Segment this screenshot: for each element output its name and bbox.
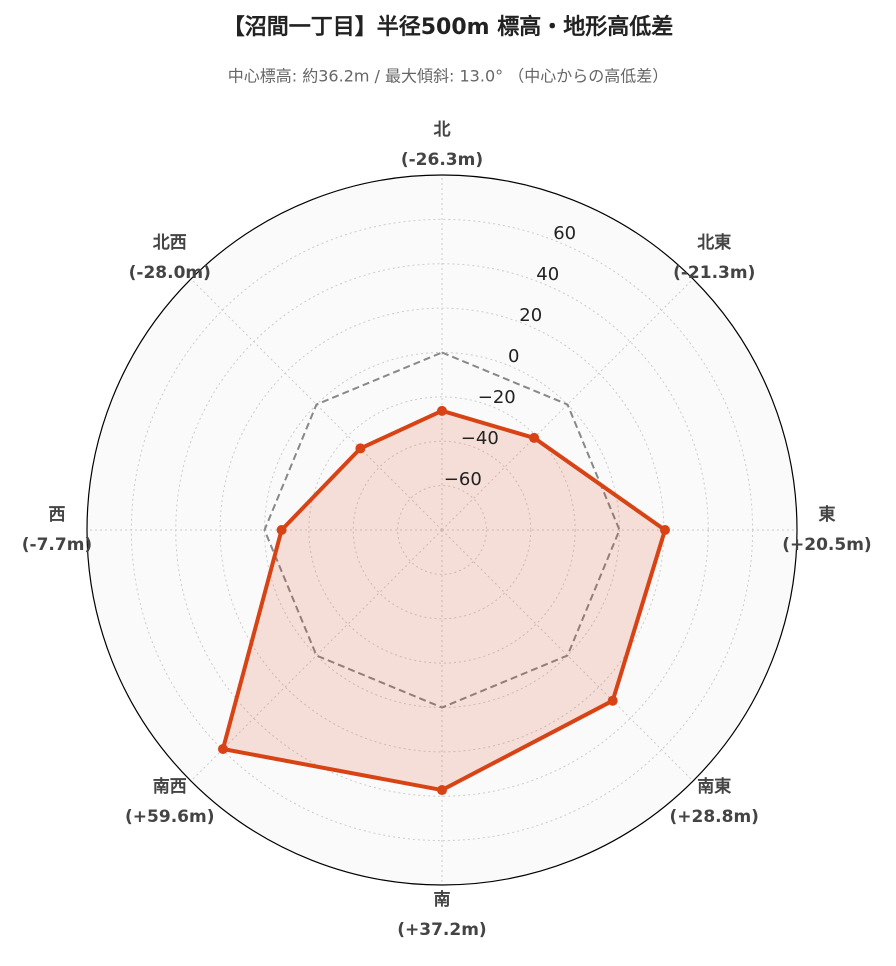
category-label: 北 bbox=[434, 120, 451, 140]
r-tick-label: −20 bbox=[478, 387, 516, 408]
spoke bbox=[190, 529, 443, 782]
spoke bbox=[441, 529, 694, 782]
r-tick-label: 20 bbox=[519, 305, 542, 326]
value-label: (-26.3m) bbox=[401, 150, 483, 170]
r-tick-label: 60 bbox=[553, 223, 576, 244]
category-label: 南東 bbox=[697, 776, 731, 797]
r-tick-label: 0 bbox=[508, 346, 519, 367]
data-point bbox=[437, 405, 447, 416]
category-label: 西 bbox=[49, 505, 66, 525]
chart-title: 【沼間一丁目】半径500m 標高・地形高低差 bbox=[223, 14, 674, 40]
data-point bbox=[529, 432, 540, 443]
reference-line bbox=[263, 351, 621, 709]
r-tick-label: −40 bbox=[461, 428, 499, 449]
chart-subtitle: 中心標高: 約36.2m / 最大傾斜: 13.0° （中心からの高低差） bbox=[228, 67, 668, 86]
value-label: (+37.2m) bbox=[397, 920, 486, 940]
value-label: (-7.7m) bbox=[22, 535, 92, 555]
category-label: 北東 bbox=[697, 232, 731, 253]
spoke bbox=[441, 278, 694, 531]
category-label: 南西 bbox=[153, 776, 187, 797]
value-label: (+59.6m) bbox=[125, 807, 214, 827]
value-label: (+28.8m) bbox=[670, 807, 759, 827]
data-point bbox=[276, 525, 287, 535]
spoke bbox=[190, 278, 443, 531]
r-tick-label: −60 bbox=[444, 469, 482, 490]
grid-ring bbox=[397, 485, 487, 575]
value-label: (+20.5m) bbox=[782, 535, 871, 555]
r-tick-label: 40 bbox=[536, 264, 559, 285]
category-label: 南 bbox=[434, 889, 451, 910]
data-point bbox=[217, 744, 228, 755]
data-point bbox=[607, 695, 618, 706]
grid-ring bbox=[352, 440, 532, 620]
category-label: 東 bbox=[819, 504, 836, 525]
data-point bbox=[437, 785, 447, 796]
value-label: (-21.3m) bbox=[673, 263, 755, 283]
value-label: (-28.0m) bbox=[129, 263, 211, 283]
grid-ring bbox=[308, 396, 576, 664]
category-label: 北西 bbox=[153, 233, 187, 253]
data-point bbox=[355, 443, 366, 454]
data-point bbox=[659, 525, 670, 535]
